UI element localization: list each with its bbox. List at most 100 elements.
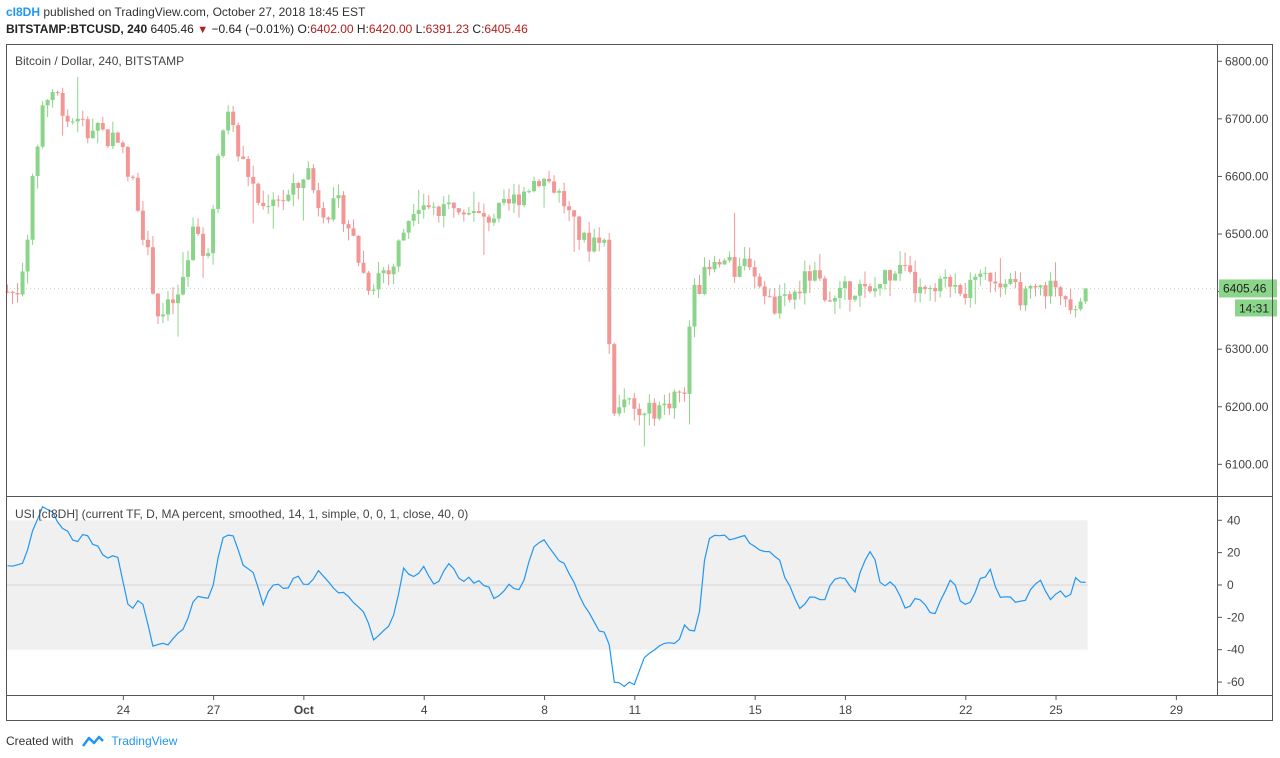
candle-body [878, 284, 883, 289]
usi-pane[interactable]: -60 -40 -20 0 20 40 [6, 505, 1245, 689]
candle-body [181, 276, 186, 295]
last-price: 6405.46 [150, 22, 194, 36]
candle-body [221, 130, 226, 156]
price-change: −0.64 (−0.01%) [211, 22, 295, 36]
candle-body [201, 233, 206, 256]
candle-body [757, 276, 762, 287]
candle-body [1003, 283, 1008, 288]
candle-body [321, 208, 326, 218]
candle-body [632, 398, 637, 409]
candle-body [95, 123, 100, 131]
author-name[interactable]: cI8DH [6, 5, 41, 19]
candle-body [206, 253, 211, 256]
candle-body [918, 286, 923, 294]
candle-body [476, 211, 481, 214]
candle-body [55, 92, 60, 94]
candle-body [511, 194, 516, 204]
candle-body [140, 210, 145, 240]
candle-body [481, 213, 486, 217]
candle-body [446, 202, 451, 205]
candle-body [732, 257, 737, 277]
candles [5, 77, 1088, 447]
price-axis-label: 6100.00 [1225, 457, 1269, 471]
candle-body [236, 125, 241, 157]
candle-body [923, 286, 928, 290]
price-pane[interactable]: 6100.006200.006300.006400.006500.006600.… [5, 54, 1277, 471]
candle-body [642, 413, 647, 416]
candle-body [251, 176, 256, 184]
candle-body [988, 272, 993, 282]
candle-body [165, 299, 170, 315]
candle-body [80, 118, 85, 120]
time-axis[interactable]: 24 27 Oct 4 8 11 15 18 22 25 29 [117, 695, 1184, 717]
candle-body [747, 258, 752, 268]
candle-body [857, 283, 862, 296]
candle-body [873, 288, 878, 292]
candle-body [772, 296, 777, 314]
candle-body [486, 216, 491, 223]
candle-body [341, 195, 346, 225]
candle-body [115, 132, 120, 143]
publish-info: cI8DH published on TradingView.com, Octo… [6, 4, 365, 20]
candle-body [361, 262, 366, 273]
candle-body [296, 183, 301, 188]
tradingview-logo-icon [82, 735, 105, 747]
tradingview-brand[interactable]: TradingView [111, 734, 178, 748]
candle-body [998, 283, 1003, 288]
candle-body [1058, 287, 1063, 297]
candle-body [1063, 296, 1068, 300]
countdown-label: 14:31 [1239, 301, 1269, 315]
candle-body [50, 92, 55, 101]
time-axis-label: 8 [541, 703, 548, 717]
candle-body [817, 270, 822, 279]
candle-body [542, 178, 547, 187]
candle-body [832, 298, 837, 302]
published-text: published on TradingView.com, October 27… [43, 5, 366, 19]
candle-body [75, 118, 80, 122]
candle-body [682, 392, 687, 394]
candle-body [175, 294, 180, 304]
candle-body [25, 239, 30, 272]
candle-body [1068, 299, 1073, 311]
candle-body [893, 273, 898, 281]
candle-body [281, 200, 286, 202]
candle-body [266, 205, 271, 207]
high-label: H: [356, 22, 369, 36]
candle-body [316, 190, 321, 209]
candle-body [466, 213, 471, 215]
candle-body [105, 129, 110, 147]
candle-body [792, 291, 797, 300]
candle-body [60, 92, 65, 116]
candle-body [20, 271, 25, 295]
candle-body [125, 146, 130, 177]
candle-body [807, 271, 812, 281]
price-axis-label: 6600.00 [1225, 169, 1269, 183]
candle-body [216, 155, 221, 209]
candle-body [110, 132, 115, 147]
candle-body [913, 271, 918, 294]
candle-body [396, 240, 401, 267]
candle-body [506, 198, 511, 204]
candle-body [637, 408, 642, 416]
high-value: 6420.00 [368, 22, 413, 36]
candle-body [366, 272, 371, 291]
candle-body [1073, 309, 1078, 311]
candle-body [170, 299, 175, 304]
candle-body [1013, 278, 1018, 283]
time-axis-label: 24 [117, 703, 131, 717]
candle-body [597, 237, 602, 243]
candle-body [1028, 286, 1033, 289]
created-with-text: Created with [6, 734, 74, 748]
candle-body [592, 237, 597, 252]
time-axis-label: 22 [959, 703, 973, 717]
candle-body [577, 216, 582, 240]
candle-body [852, 295, 857, 300]
candle-body [612, 344, 617, 414]
candle-body [1083, 288, 1088, 302]
candle-body [30, 176, 35, 240]
usi-line [7, 505, 1086, 688]
candle-body [722, 260, 727, 265]
candle-body [5, 291, 10, 293]
candle-body [386, 270, 391, 275]
